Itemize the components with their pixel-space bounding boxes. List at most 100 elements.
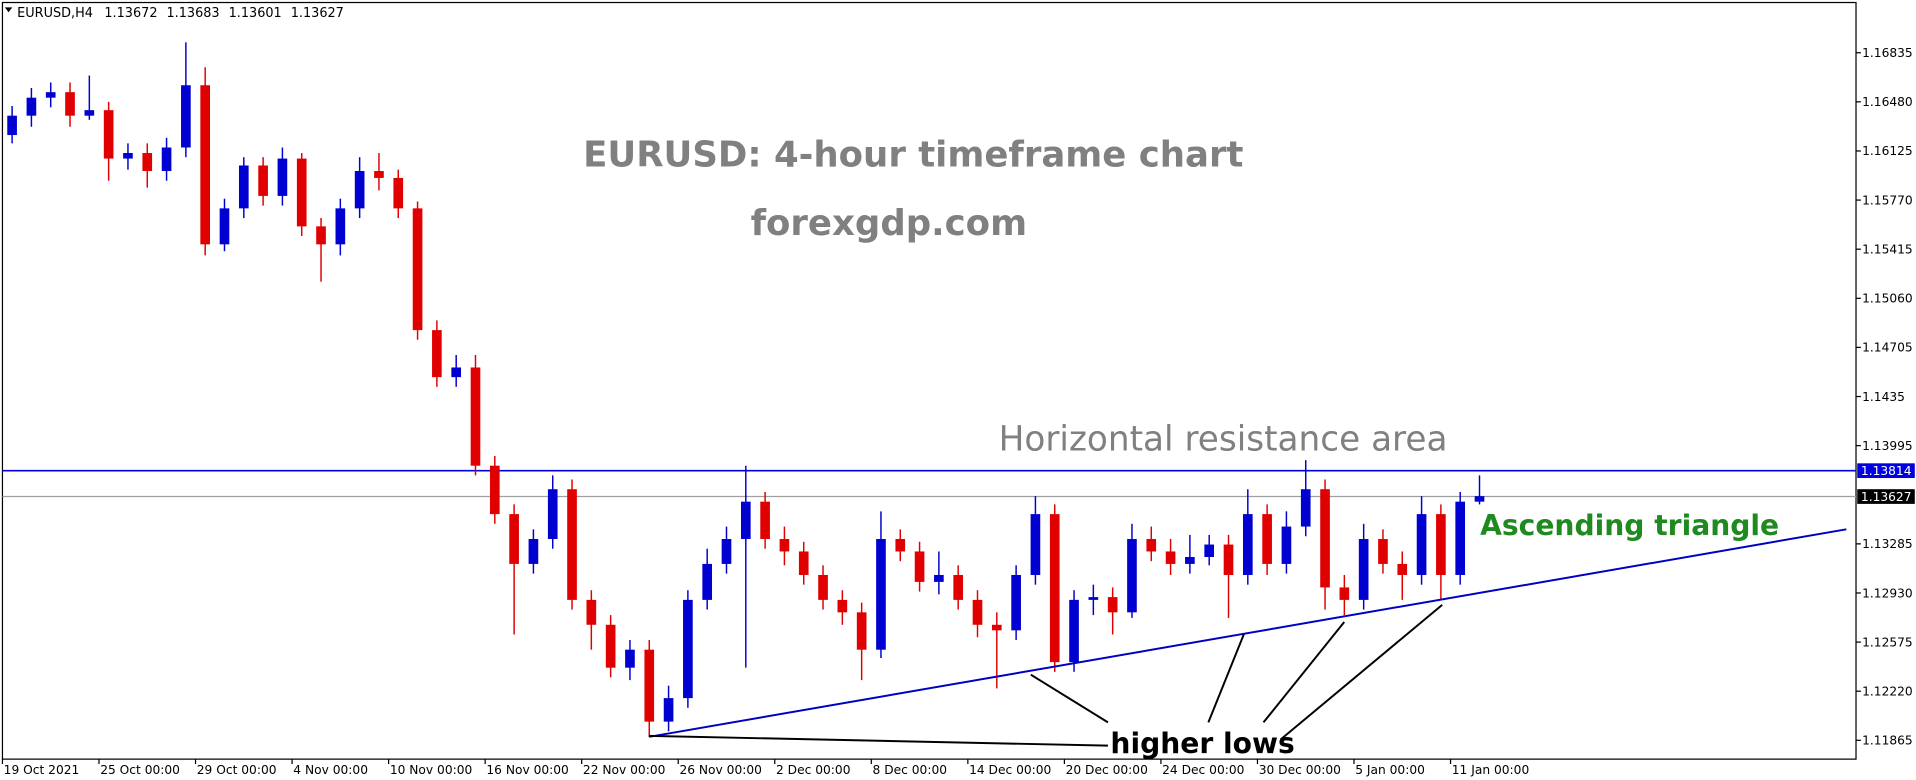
candle-body <box>181 85 191 148</box>
candle-body <box>1281 526 1292 564</box>
x-tick-label: 22 Nov 00:00 <box>583 763 665 777</box>
candle-body <box>683 599 693 699</box>
y-tick-label: 1.13285 <box>1862 537 1913 551</box>
marks-layer <box>2 42 1857 738</box>
candle-body <box>1127 539 1137 613</box>
candle-body <box>1416 514 1427 575</box>
y-tick-label: 1.1435 <box>1862 390 1905 404</box>
x-tick-label: 2 Dec 00:00 <box>776 763 851 777</box>
x-tick-label: 5 Jan 00:00 <box>1355 763 1425 777</box>
higher-lows-pointers <box>648 604 1443 747</box>
y-tick-label: 1.13995 <box>1862 439 1913 453</box>
current-price-box <box>1857 489 1915 504</box>
pointer-line <box>648 734 1108 747</box>
candle-body <box>837 599 848 613</box>
candle-body <box>1436 514 1446 575</box>
y-tick-label: 1.15060 <box>1862 292 1913 306</box>
higher-lows-annotation: higher lows <box>1110 727 1294 760</box>
x-tick-label: 4 Nov 00:00 <box>293 763 368 777</box>
x-tick-label: 20 Dec 00:00 <box>1066 763 1148 777</box>
x-tick-label: 24 Dec 00:00 <box>1162 763 1244 777</box>
candle-body <box>258 165 268 196</box>
x-tick-label: 19 Oct 2021 <box>4 763 80 777</box>
candle-body <box>953 574 964 600</box>
candle-body <box>1223 544 1234 575</box>
candle-body <box>856 612 867 650</box>
y-tick-label: 1.16125 <box>1862 144 1913 158</box>
candle-body <box>451 367 462 378</box>
y-tick-label: 1.14705 <box>1862 341 1913 355</box>
candle-body <box>798 551 809 575</box>
x-tick-label: 11 Jan 00:00 <box>1452 763 1529 777</box>
candle-body <box>1049 514 1060 663</box>
candle-body <box>740 501 751 540</box>
y-tick-label: 1.12220 <box>1862 684 1913 698</box>
candle-body <box>1397 563 1408 575</box>
candle-body <box>1204 544 1215 557</box>
candle-body <box>1146 539 1157 552</box>
pointer-line <box>1207 633 1245 723</box>
candle-body <box>760 501 770 540</box>
candle-body <box>26 97 37 116</box>
candle-body <box>412 208 423 331</box>
candle-body <box>45 92 56 98</box>
resistance-price-label: 1.13814 <box>1861 464 1912 478</box>
x-tick-label: 30 Dec 00:00 <box>1259 763 1341 777</box>
candle-body <box>702 563 713 600</box>
header-open: 1.13672 <box>104 6 157 21</box>
candle-body <box>470 367 481 466</box>
candle-body <box>895 539 906 552</box>
candle-body <box>547 489 558 540</box>
candle-body <box>528 539 539 564</box>
candle-body <box>818 574 828 600</box>
x-tick-label: 14 Dec 00:00 <box>969 763 1051 777</box>
candle-body <box>374 171 384 178</box>
y-tick-label: 1.16480 <box>1862 95 1913 109</box>
header-low: 1.13601 <box>229 6 282 21</box>
candle-body <box>238 165 249 209</box>
y-tick-label: 1.15415 <box>1862 242 1913 256</box>
candle-body <box>625 649 635 668</box>
header-symbol: EURUSD,H4 <box>17 6 93 21</box>
candle-body <box>991 624 1002 631</box>
candle-body <box>432 330 442 378</box>
chart-subtitle: forexgdp.com <box>751 203 1027 244</box>
y-tick-label: 1.12930 <box>1862 586 1913 600</box>
resistance-annotation: Horizontal resistance area <box>999 420 1448 460</box>
header-close: 1.13627 <box>291 6 344 21</box>
candle-body <box>1069 599 1079 663</box>
candle-body <box>316 226 326 245</box>
chart-header: EURUSD,H4 1.13672 1.13683 1.13601 1.1362… <box>17 6 344 21</box>
candle-body <box>721 539 732 564</box>
candle-body <box>1165 551 1176 564</box>
trendline <box>649 528 1847 738</box>
candle-body <box>1088 597 1099 600</box>
candle-body <box>354 171 365 209</box>
pointer-line <box>1279 604 1443 741</box>
candle-body <box>1320 489 1330 588</box>
x-tick-label: 10 Nov 00:00 <box>390 763 472 777</box>
current-price-label: 1.13627 <box>1861 490 1912 504</box>
candle-body <box>277 158 288 196</box>
y-tick-label: 1.15770 <box>1862 193 1913 207</box>
pointer-line <box>1262 621 1346 724</box>
candle-body <box>1011 574 1021 631</box>
x-tick-label: 26 Nov 00:00 <box>679 763 761 777</box>
candle-body <box>123 153 133 159</box>
x-tick-label: 16 Nov 00:00 <box>486 763 568 777</box>
candle-body <box>663 698 674 722</box>
candle-body <box>65 92 75 116</box>
plot-frame <box>1 1 1857 760</box>
header-arrow <box>4 7 13 13</box>
candle-body <box>1030 514 1041 575</box>
x-tick-label: 29 Oct 00:00 <box>197 763 277 777</box>
candle-body <box>393 177 404 209</box>
y-tick-label: 1.16835 <box>1862 46 1913 60</box>
chart-title: EURUSD: 4-hour timeframe chart <box>583 135 1243 176</box>
candle-body <box>7 115 17 136</box>
resistance-price-box <box>1857 463 1915 479</box>
candle-body <box>1378 539 1388 564</box>
candle-body <box>567 489 577 600</box>
